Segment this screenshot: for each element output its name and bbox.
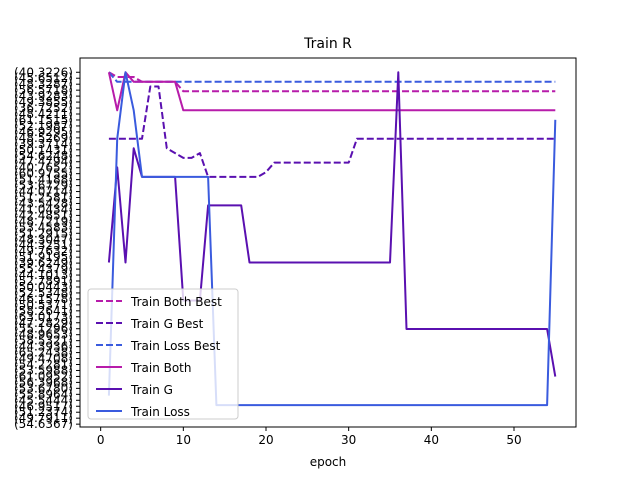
legend-label: Train Both bbox=[130, 361, 192, 375]
x-axis-label: epoch bbox=[310, 455, 347, 469]
legend-label: Train Loss Best bbox=[130, 339, 221, 353]
x-tick-label: 10 bbox=[176, 433, 191, 447]
legend-label: Train G Best bbox=[130, 317, 204, 331]
x-tick-label: 0 bbox=[97, 433, 105, 447]
x-tick-label: 40 bbox=[424, 433, 439, 447]
y-tick-label: (54.6367) bbox=[14, 417, 73, 431]
legend-label: Train Both Best bbox=[130, 295, 222, 309]
x-tick-label: 20 bbox=[258, 433, 273, 447]
legend-label: Train G bbox=[130, 383, 173, 397]
chart-title: Train R bbox=[303, 36, 352, 52]
x-tick-label: 50 bbox=[506, 433, 521, 447]
x-tick-label: 30 bbox=[341, 433, 356, 447]
legend-label: Train Loss bbox=[130, 405, 190, 419]
